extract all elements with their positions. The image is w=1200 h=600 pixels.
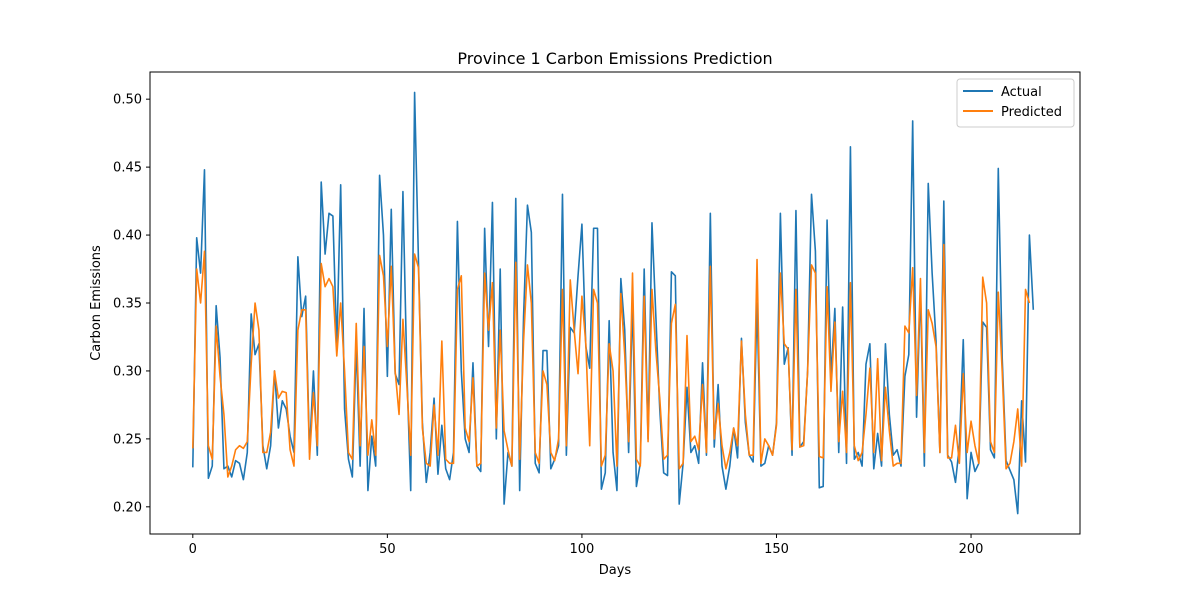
x-tick-label: 150 (764, 542, 789, 557)
y-tick-label: 0.30 (113, 364, 142, 379)
x-tick-label: 100 (570, 542, 595, 557)
y-tick-label: 0.45 (113, 161, 142, 176)
series-line-predicted (192, 243, 1031, 478)
y-axis-label: Carbon Emissions (89, 245, 104, 361)
chart-title: Province 1 Carbon Emissions Prediction (457, 49, 772, 68)
x-tick-label: 50 (379, 542, 396, 557)
x-axis: 0 50 100 150 200 (189, 534, 984, 557)
legend: Actual Predicted (956, 78, 1075, 128)
plot-lines (192, 91, 1035, 515)
y-tick-label: 0.40 (113, 229, 142, 244)
series-line-actual (192, 91, 1035, 515)
y-tick-label: 0.35 (113, 297, 142, 312)
legend-label-predicted: Predicted (1001, 105, 1062, 120)
y-axis: 0.20 0.25 0.30 0.35 0.40 0.45 0.50 (113, 93, 150, 515)
y-tick-label: 0.25 (113, 432, 142, 447)
legend-label-actual: Actual (1001, 85, 1042, 100)
x-tick-label: 0 (189, 542, 197, 557)
x-tick-label: 200 (959, 542, 984, 557)
x-axis-label: Days (599, 563, 632, 578)
y-tick-label: 0.50 (113, 93, 142, 108)
y-tick-label: 0.20 (113, 500, 142, 515)
